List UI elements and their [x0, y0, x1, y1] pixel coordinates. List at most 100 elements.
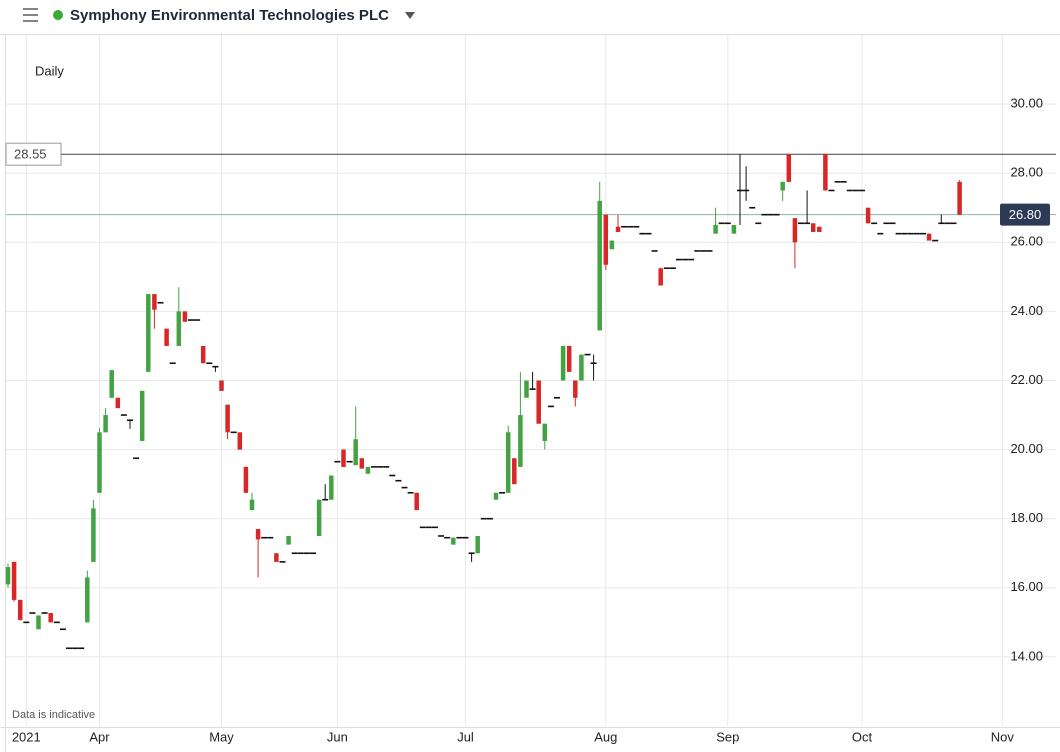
candle-body [529, 388, 536, 390]
candle-body [225, 404, 230, 433]
candle-body [780, 181, 785, 191]
candle-body [871, 222, 878, 225]
candle-body [219, 380, 224, 391]
candle-body [865, 207, 871, 224]
candle-body [798, 222, 804, 225]
candle-body [682, 258, 689, 261]
candle-body [11, 561, 17, 600]
candle-body [230, 431, 237, 434]
candle-body [609, 240, 615, 250]
candle-body [329, 475, 334, 500]
candle-body [676, 258, 682, 261]
candle-body [579, 354, 584, 381]
candle-body [554, 396, 560, 399]
candle-body [255, 529, 261, 540]
candle-body [658, 268, 663, 286]
candle-body [773, 213, 780, 216]
candle-body [840, 181, 847, 183]
candle-body [468, 552, 475, 555]
candle-body [303, 552, 310, 555]
candle-body [249, 499, 255, 511]
candle-body [700, 250, 707, 252]
candle-body [536, 380, 541, 424]
candle-body [432, 526, 438, 529]
candle-body [932, 239, 939, 242]
candle-body [480, 517, 487, 520]
candle-body [115, 397, 121, 409]
candle-body [389, 474, 396, 477]
candle-body [755, 222, 762, 225]
y-tick-label: 18.00 [1010, 510, 1043, 525]
candle-body [724, 222, 731, 225]
candle-body [212, 365, 219, 368]
reference-label: 28.55 [14, 147, 47, 162]
candle-body [926, 233, 932, 241]
candle-body [72, 647, 79, 650]
candle-body [590, 362, 597, 365]
x-tick-label: Nov [991, 729, 1015, 744]
candle-body [41, 612, 48, 614]
candle-body [146, 294, 151, 372]
candle-body [176, 311, 182, 346]
candle-body [749, 206, 756, 209]
y-tick-label: 26.00 [1010, 234, 1043, 249]
candle-body [560, 345, 566, 381]
candle-body [846, 189, 853, 192]
candle-body [341, 449, 346, 467]
candle-body [29, 612, 36, 614]
candle-body [688, 258, 695, 261]
candle-body [944, 222, 951, 225]
x-tick-label: Jul [457, 729, 474, 744]
candle-body [603, 214, 609, 265]
candle-body [713, 225, 718, 234]
y-tick-label: 16.00 [1010, 579, 1043, 594]
candle-body [456, 536, 463, 539]
candle-body [59, 628, 66, 631]
candle-body [346, 460, 353, 463]
candle-body [78, 647, 85, 650]
y-tick-label: 30.00 [1010, 96, 1043, 111]
y-tick-label: 28.00 [1010, 165, 1043, 180]
candle-body [164, 328, 169, 346]
candle-body [157, 301, 164, 304]
y-tick-label: 14.00 [1010, 648, 1043, 663]
candle-body [17, 599, 23, 620]
candle-body [792, 218, 798, 243]
candle-body [597, 200, 602, 331]
candle-body [152, 294, 157, 310]
candle-body [694, 250, 701, 252]
menu-icon[interactable] [23, 8, 38, 22]
y-tick-label: 20.00 [1010, 441, 1043, 456]
candle-body [877, 232, 884, 235]
candle-body [444, 536, 451, 539]
candle-body [901, 232, 908, 235]
candle-body [438, 535, 445, 537]
candle-body [425, 526, 432, 529]
candle-body [645, 232, 652, 235]
candle-body [91, 508, 96, 562]
candle-body [737, 189, 743, 192]
x-tick-label: May [209, 729, 234, 744]
candle-body [322, 498, 329, 501]
candle-body [907, 232, 914, 235]
candle-body [66, 647, 72, 650]
candle-body [109, 370, 114, 398]
candle-body [194, 319, 201, 321]
candle-body [633, 225, 640, 228]
status-dot [53, 10, 63, 20]
candle-body [120, 414, 127, 416]
candle-body [451, 537, 456, 545]
candle-body [395, 479, 402, 482]
candle-body [883, 222, 890, 225]
candle-body [913, 232, 920, 235]
dropdown-caret[interactable] [405, 12, 415, 19]
x-tick-label: Jun [327, 729, 348, 744]
y-tick-label: 24.00 [1010, 303, 1043, 318]
candle-body [139, 390, 145, 441]
candle-body [169, 362, 176, 365]
candle-body [267, 536, 274, 539]
candle-body [669, 267, 676, 270]
candle-body [23, 621, 30, 624]
candle-body [53, 621, 60, 624]
candle-body [297, 552, 304, 555]
